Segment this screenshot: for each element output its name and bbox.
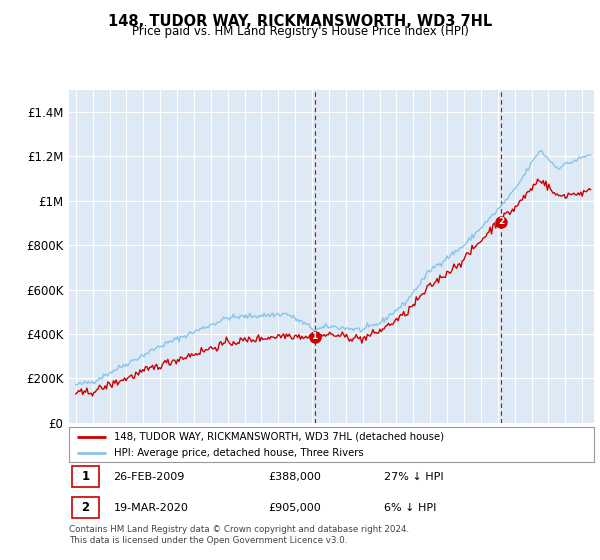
Text: 1: 1 [81,470,89,483]
Text: 1: 1 [311,332,318,341]
Text: Price paid vs. HM Land Registry's House Price Index (HPI): Price paid vs. HM Land Registry's House … [131,25,469,39]
Text: Contains HM Land Registry data © Crown copyright and database right 2024.
This d: Contains HM Land Registry data © Crown c… [69,525,409,545]
Text: 148, TUDOR WAY, RICKMANSWORTH, WD3 7HL: 148, TUDOR WAY, RICKMANSWORTH, WD3 7HL [108,14,492,29]
Text: £905,000: £905,000 [269,503,321,512]
Text: 6% ↓ HPI: 6% ↓ HPI [384,503,436,512]
Text: £388,000: £388,000 [269,472,322,482]
Text: 2: 2 [81,501,89,514]
Bar [71,466,99,487]
Text: HPI: Average price, detached house, Three Rivers: HPI: Average price, detached house, Thre… [113,448,364,458]
Text: 148, TUDOR WAY, RICKMANSWORTH, WD3 7HL (detached house): 148, TUDOR WAY, RICKMANSWORTH, WD3 7HL (… [113,432,444,442]
Text: 26-FEB-2009: 26-FEB-2009 [113,472,185,482]
Text: 19-MAR-2020: 19-MAR-2020 [113,503,188,512]
Text: 2: 2 [499,217,505,226]
Bar [71,497,99,518]
Text: 27% ↓ HPI: 27% ↓ HPI [384,472,443,482]
